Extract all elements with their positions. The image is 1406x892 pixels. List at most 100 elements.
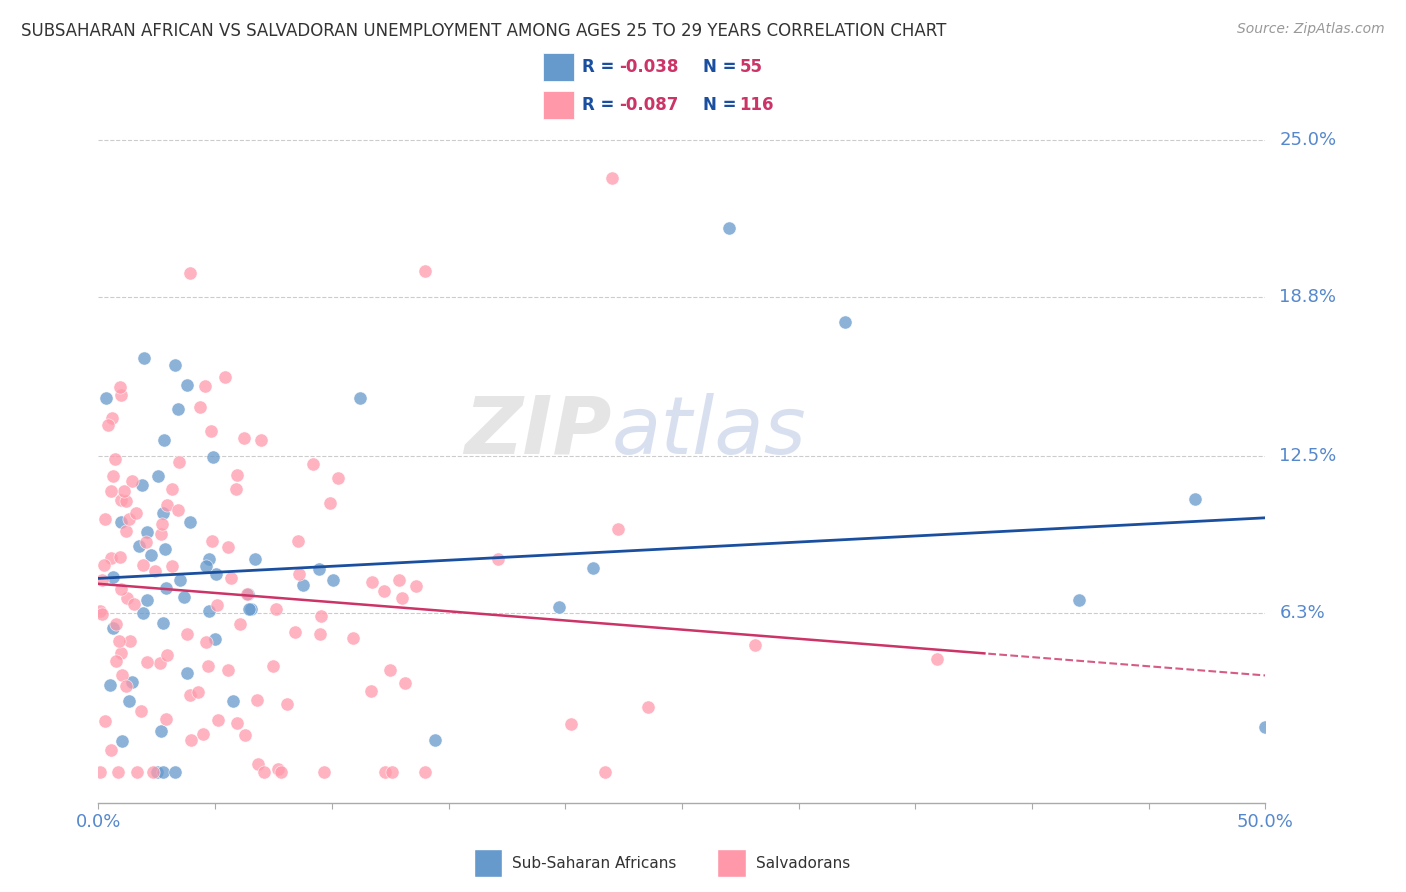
Point <box>112 484 135 499</box>
Point <box>122 597 145 611</box>
Point <box>291 578 314 592</box>
Point <box>176 626 198 640</box>
Point <box>179 515 201 529</box>
Point <box>91 574 114 588</box>
Point <box>200 424 222 438</box>
Point <box>149 527 172 541</box>
Point <box>225 468 247 483</box>
Point <box>118 512 141 526</box>
Point <box>486 552 509 566</box>
Point <box>717 221 740 235</box>
Point <box>214 370 236 384</box>
Point <box>160 558 183 573</box>
Point <box>423 732 446 747</box>
Point <box>267 762 290 776</box>
Point <box>121 675 143 690</box>
Point <box>262 659 284 673</box>
Point <box>190 400 212 414</box>
Text: Salvadorans: Salvadorans <box>755 855 849 871</box>
Point <box>97 417 120 432</box>
Point <box>93 558 115 572</box>
Point <box>149 724 172 739</box>
Point <box>195 634 218 648</box>
Text: -0.038: -0.038 <box>619 58 678 76</box>
Point <box>111 734 134 748</box>
Point <box>153 541 176 556</box>
Point <box>326 471 349 485</box>
Point <box>160 482 183 496</box>
Point <box>110 515 132 529</box>
Point <box>197 551 219 566</box>
Point <box>115 524 138 539</box>
Point <box>312 765 335 780</box>
Point <box>149 656 172 670</box>
Point <box>381 765 404 780</box>
Point <box>322 573 344 587</box>
Point <box>361 574 384 589</box>
Point <box>173 590 195 604</box>
Point <box>136 524 159 539</box>
Text: 6.3%: 6.3% <box>1279 604 1324 622</box>
Point <box>179 689 201 703</box>
Point <box>276 697 298 711</box>
Point <box>153 434 176 448</box>
Point <box>167 503 190 517</box>
Point <box>198 604 221 618</box>
Point <box>143 564 166 578</box>
Point <box>152 506 174 520</box>
Bar <box>543 91 574 120</box>
Point <box>104 452 127 467</box>
Point <box>207 713 229 727</box>
Point <box>744 638 766 652</box>
Text: SUBSAHARAN AFRICAN VS SALVADORAN UNEMPLOYMENT AMONG AGES 25 TO 29 YEARS CORRELAT: SUBSAHARAN AFRICAN VS SALVADORAN UNEMPLO… <box>21 22 946 40</box>
Text: 12.5%: 12.5% <box>1279 447 1337 465</box>
Point <box>201 450 224 465</box>
Point <box>373 584 395 599</box>
Point <box>308 627 330 641</box>
Point <box>100 551 122 566</box>
Text: 18.8%: 18.8% <box>1279 288 1336 306</box>
Point <box>90 607 112 621</box>
Point <box>309 609 332 624</box>
Point <box>139 548 162 562</box>
Point <box>236 587 259 601</box>
Text: atlas: atlas <box>612 392 807 471</box>
Point <box>110 492 132 507</box>
Text: Source: ZipAtlas.com: Source: ZipAtlas.com <box>1237 22 1385 37</box>
Point <box>319 496 342 510</box>
Point <box>132 558 155 573</box>
Point <box>247 756 270 771</box>
Point <box>152 516 174 531</box>
Bar <box>717 849 747 877</box>
Point <box>204 632 226 647</box>
Point <box>217 540 239 554</box>
Point <box>246 693 269 707</box>
Point <box>287 534 309 549</box>
Point <box>110 387 132 401</box>
Point <box>205 598 228 612</box>
Point <box>94 391 117 405</box>
Point <box>127 765 149 780</box>
Point <box>101 621 124 635</box>
Point <box>593 765 616 780</box>
Point <box>1254 720 1277 734</box>
Point <box>94 511 117 525</box>
Point <box>176 665 198 680</box>
Point <box>834 315 856 329</box>
Point <box>236 586 259 600</box>
Point <box>108 380 131 394</box>
Point <box>155 648 177 662</box>
Point <box>301 457 323 471</box>
Point <box>194 379 217 393</box>
Point <box>145 765 167 780</box>
Point <box>238 602 260 616</box>
Point <box>413 264 436 278</box>
Point <box>201 534 224 549</box>
Text: R =: R = <box>582 58 620 76</box>
Point <box>155 712 177 726</box>
Point <box>221 571 243 585</box>
Point <box>142 765 165 780</box>
Point <box>239 601 262 615</box>
Point <box>232 431 254 445</box>
Point <box>121 475 143 489</box>
